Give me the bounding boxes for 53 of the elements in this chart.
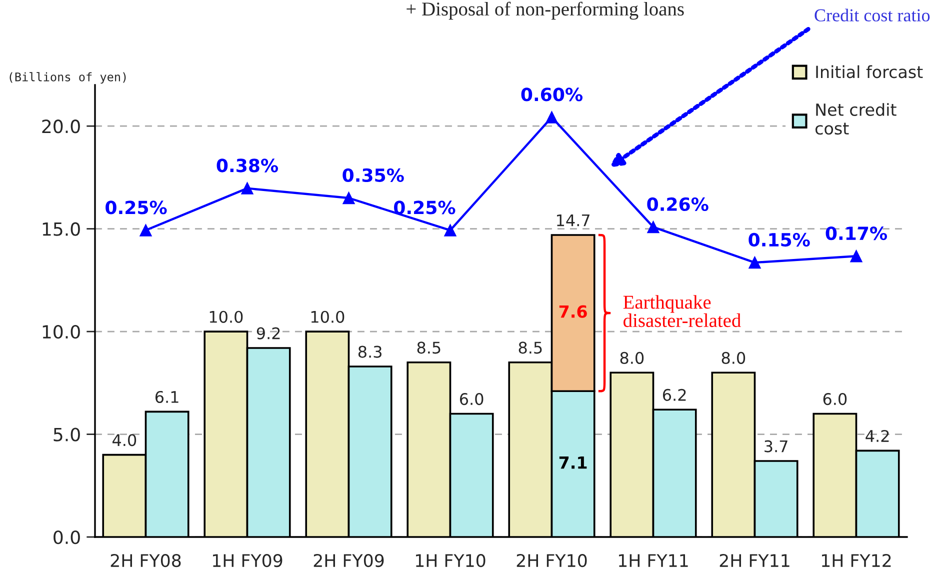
data-label: 4.0 <box>112 434 136 446</box>
point <box>342 192 355 204</box>
data-label: 8.5 <box>417 342 440 354</box>
x-tick-label: 2H FY09 <box>314 554 384 568</box>
data-label: 0.15% <box>748 232 810 247</box>
y-tick-label: 10.0 <box>42 325 80 339</box>
x-tick-label: 1H FY09 <box>213 554 282 568</box>
data-label: 10.0 <box>210 310 243 323</box>
data-label: 0.25% <box>106 200 167 214</box>
data-label: 7.6 <box>559 305 587 318</box>
legend-label: Initial forcast <box>816 65 923 78</box>
y-axis-title: (Billions of yen) <box>10 72 126 84</box>
data-label: 3.7 <box>764 440 788 452</box>
data-label: 0.60% <box>521 88 582 102</box>
data-label: 0.26% <box>647 197 708 212</box>
data-label: 9.2 <box>256 327 280 340</box>
y-tick-label: 15.0 <box>42 222 80 236</box>
data-label: 8.5 <box>518 342 542 354</box>
data-label: 8.3 <box>358 346 382 358</box>
point <box>241 182 254 194</box>
y-tick-label: 5.0 <box>54 428 80 442</box>
data-label: 0.25% <box>394 200 456 214</box>
point <box>444 224 456 236</box>
data-label: 6.1 <box>155 390 178 404</box>
data-label: 0.17% <box>826 226 887 240</box>
data-label: 4.2 <box>866 430 889 442</box>
x-tick-label: 2H FY10 <box>516 554 587 568</box>
data-label: 6.2 <box>662 388 686 401</box>
x-tick-label: 1H FY12 <box>822 554 891 567</box>
data-label: 8.0 <box>722 352 746 364</box>
x-tick-label: 1H FY11 <box>619 554 688 567</box>
chart-title: + Disposal of non-performing loans <box>406 2 684 20</box>
data-label: 6.0 <box>823 392 847 406</box>
point <box>546 111 558 124</box>
x-tick-label: 2H FY08 <box>110 554 181 568</box>
data-label: 10.0 <box>311 310 344 323</box>
data-label: 8.0 <box>620 352 644 364</box>
text: Credit cost ratio <box>814 8 930 22</box>
y-tick-label: 20.0 <box>42 120 80 134</box>
y-tick-label: 0.0 <box>54 530 80 544</box>
annotation: 14.7 <box>557 214 590 226</box>
data-label: 0.38% <box>216 158 278 172</box>
x-tick-label: 2H FY11 <box>720 554 790 567</box>
x-tick-label: 1H FY10 <box>416 554 486 568</box>
annotation: Earthquake disaster-related <box>623 295 741 328</box>
data-label: 7.1 <box>559 456 587 469</box>
point <box>647 220 660 234</box>
point <box>748 256 761 269</box>
data-label: 0.35% <box>342 168 404 182</box>
point <box>140 224 152 236</box>
point <box>850 250 862 262</box>
legend-label: Net credit cost <box>816 103 896 135</box>
data-label: 6.0 <box>460 392 484 406</box>
